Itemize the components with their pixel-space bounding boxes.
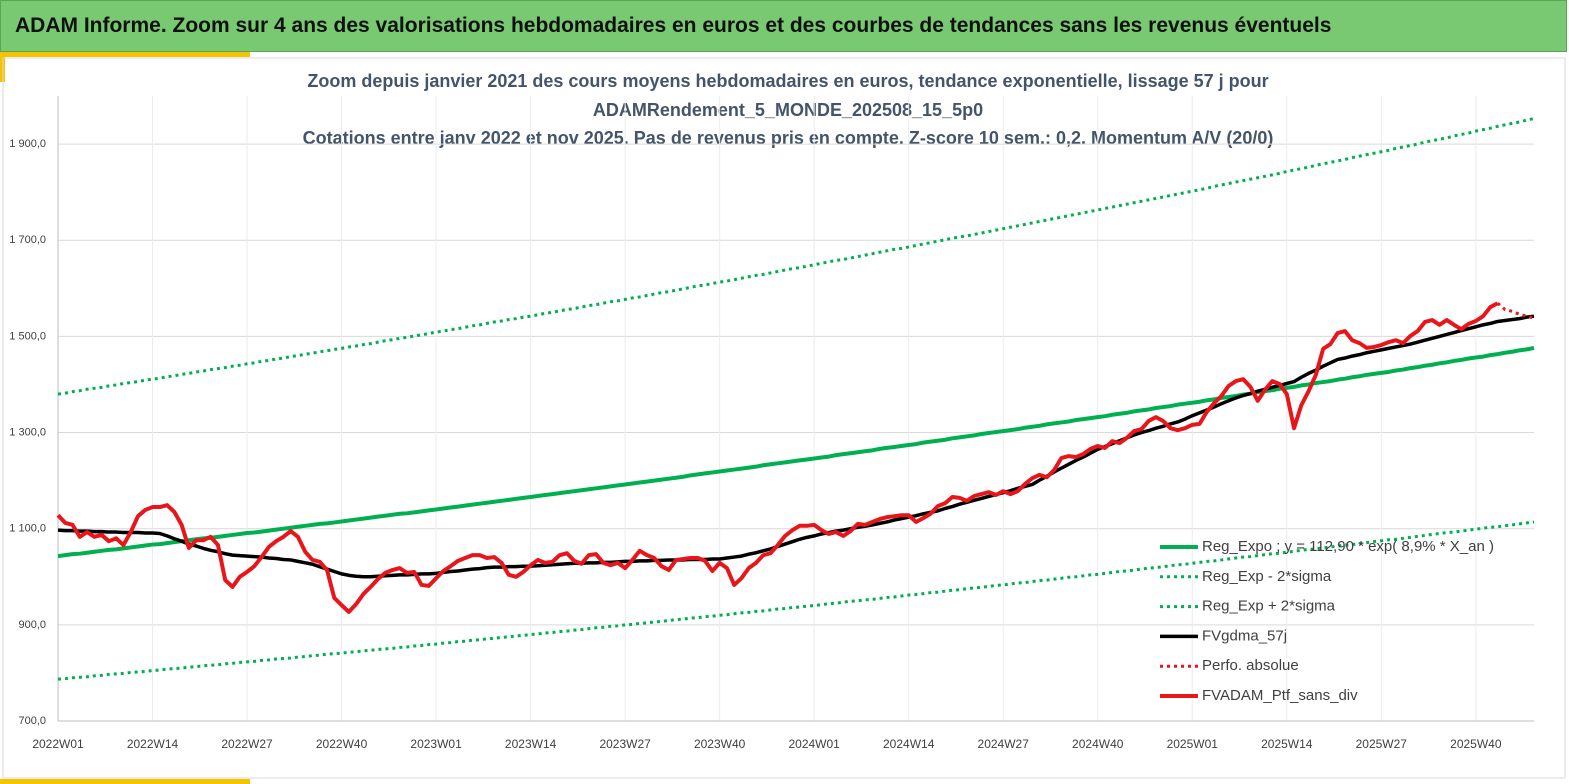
accent bbox=[0, 779, 250, 784]
legend-label: FVADAM_Ptf_sans_div bbox=[1202, 687, 1358, 704]
legend-label: Reg_Expo ; y = 112,90 * exp( 8,9% * X_an… bbox=[1202, 538, 1494, 555]
x-tick-label: 2025W27 bbox=[1356, 737, 1408, 751]
legend: Reg_Expo ; y = 112,90 * exp( 8,9% * X_an… bbox=[1156, 533, 1506, 704]
x-tick-label: 2022W14 bbox=[127, 737, 179, 751]
x-tick-label: 2025W14 bbox=[1261, 737, 1313, 751]
series-line bbox=[57, 117, 1535, 396]
x-tick-label: 2022W01 bbox=[32, 737, 84, 751]
legend-label: Reg_Exp + 2*sigma bbox=[1202, 598, 1336, 615]
legend-bg bbox=[1156, 533, 1506, 699]
series-line bbox=[57, 314, 1535, 579]
x-tick-label: 2022W40 bbox=[316, 737, 368, 751]
chart-frame bbox=[2, 57, 1566, 779]
x-tick-label: 2023W27 bbox=[599, 737, 651, 751]
x-tick-label: 2024W40 bbox=[1072, 737, 1124, 751]
y-tick-label: 900,0 bbox=[18, 619, 46, 631]
series-line bbox=[57, 345, 1535, 559]
x-tick-label: 2023W40 bbox=[694, 737, 746, 751]
accent bbox=[0, 52, 5, 82]
series-line bbox=[57, 520, 1535, 681]
x-tick-label: 2024W01 bbox=[788, 737, 840, 751]
x-tick-label: 2023W01 bbox=[410, 737, 462, 751]
y-tick-label: 1 300,0 bbox=[9, 426, 46, 438]
accent bbox=[0, 52, 250, 57]
legend-label: Reg_Exp - 2*sigma bbox=[1202, 568, 1332, 585]
header-title: ADAM Informe. Zoom sur 4 ans des valoris… bbox=[15, 14, 1332, 37]
series-line bbox=[1496, 302, 1535, 320]
y-tick-label: 1 700,0 bbox=[9, 234, 46, 246]
header: ADAM Informe. Zoom sur 4 ans des valoris… bbox=[0, 0, 1567, 52]
x-tick-label: 2025W40 bbox=[1450, 737, 1502, 751]
y-tick-label: 1 900,0 bbox=[9, 138, 46, 150]
x-tick-label: 2023W14 bbox=[505, 737, 557, 751]
x-tick-label: 2022W27 bbox=[221, 737, 273, 751]
y-tick-label: 1 100,0 bbox=[9, 523, 46, 535]
series-line bbox=[56, 301, 1499, 614]
chart-title: Cotations entre janv 2022 et nov 2025. P… bbox=[303, 128, 1274, 148]
y-tick-label: 1 500,0 bbox=[9, 330, 46, 342]
chart-title: ADAMRendement_5_MONDE_202508_15_5p0 bbox=[593, 100, 983, 120]
legend-label: Perfo. absolue bbox=[1202, 657, 1299, 674]
x-tick-label: 2024W27 bbox=[978, 737, 1030, 751]
y-tick-label: 700,0 bbox=[18, 715, 46, 727]
x-tick-label: 2024W14 bbox=[883, 737, 935, 751]
x-tick-label: 2025W01 bbox=[1167, 737, 1219, 751]
chart-title: Zoom depuis janvier 2021 des cours moyen… bbox=[307, 71, 1268, 91]
legend-label: FVgdma_57j bbox=[1202, 627, 1287, 644]
